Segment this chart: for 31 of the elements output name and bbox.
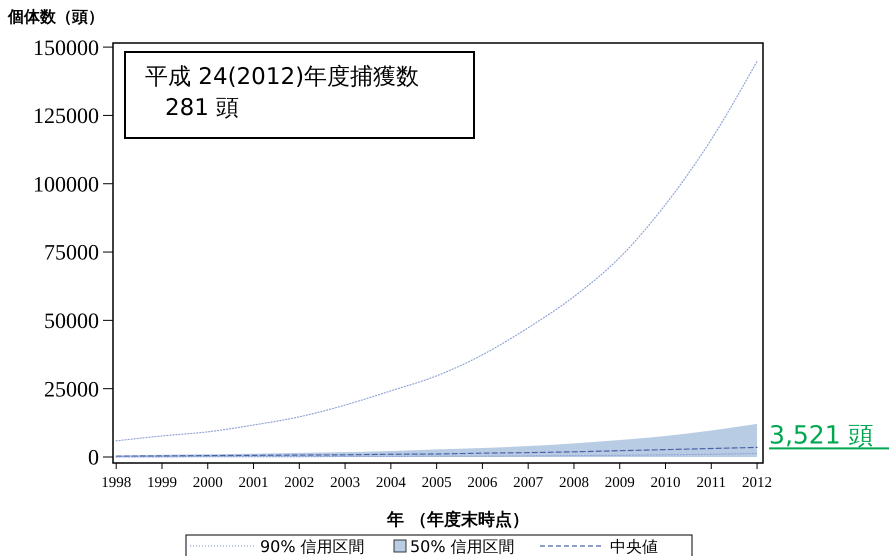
legend-label: 中央値 [610, 537, 658, 556]
y-axis-title: 個体数（頭） [7, 7, 104, 26]
x-tick-label: 2008 [558, 475, 589, 491]
x-tick-label: 2011 [696, 475, 726, 491]
x-tick-label: 2001 [238, 475, 269, 491]
x-tick-label: 2009 [604, 475, 635, 491]
y-tick-label: 100000 [33, 171, 99, 196]
y-tick-label: 125000 [33, 103, 99, 128]
annotation: 平成 24(2012)年度捕獲数 281 頭 [145, 64, 420, 121]
y-tick-label: 150000 [33, 34, 99, 60]
x-tick-label: 2010 [650, 475, 680, 491]
line-series [116, 446, 758, 457]
x-tick-label: 1998 [101, 475, 132, 491]
x-tick-label: 2007 [513, 475, 544, 491]
y-tick-label: 75000 [44, 240, 99, 265]
x-axis-title: 年 （年度末時点） [386, 510, 529, 530]
x-tick-label: 2006 [467, 475, 498, 491]
x-tick-label: 2003 [330, 475, 360, 491]
x-tick-label: 2000 [192, 475, 223, 491]
line-series [116, 60, 758, 442]
y-tick-label: 25000 [44, 376, 99, 402]
x-tick-label: 1999 [146, 475, 177, 491]
x-tick-label: 2005 [422, 475, 452, 491]
annotation: 3,521 頭 [769, 420, 874, 450]
y-tick-label: 0 [88, 444, 99, 470]
y-tick-label: 50000 [44, 308, 99, 334]
x-tick-label: 2012 [742, 475, 772, 491]
x-tick-label: 2002 [284, 475, 314, 491]
x-tick-label: 2004 [376, 475, 406, 491]
legend-label: 50% 信用区間 [410, 537, 515, 556]
legend-label: 90% 信用区間 [260, 537, 365, 556]
